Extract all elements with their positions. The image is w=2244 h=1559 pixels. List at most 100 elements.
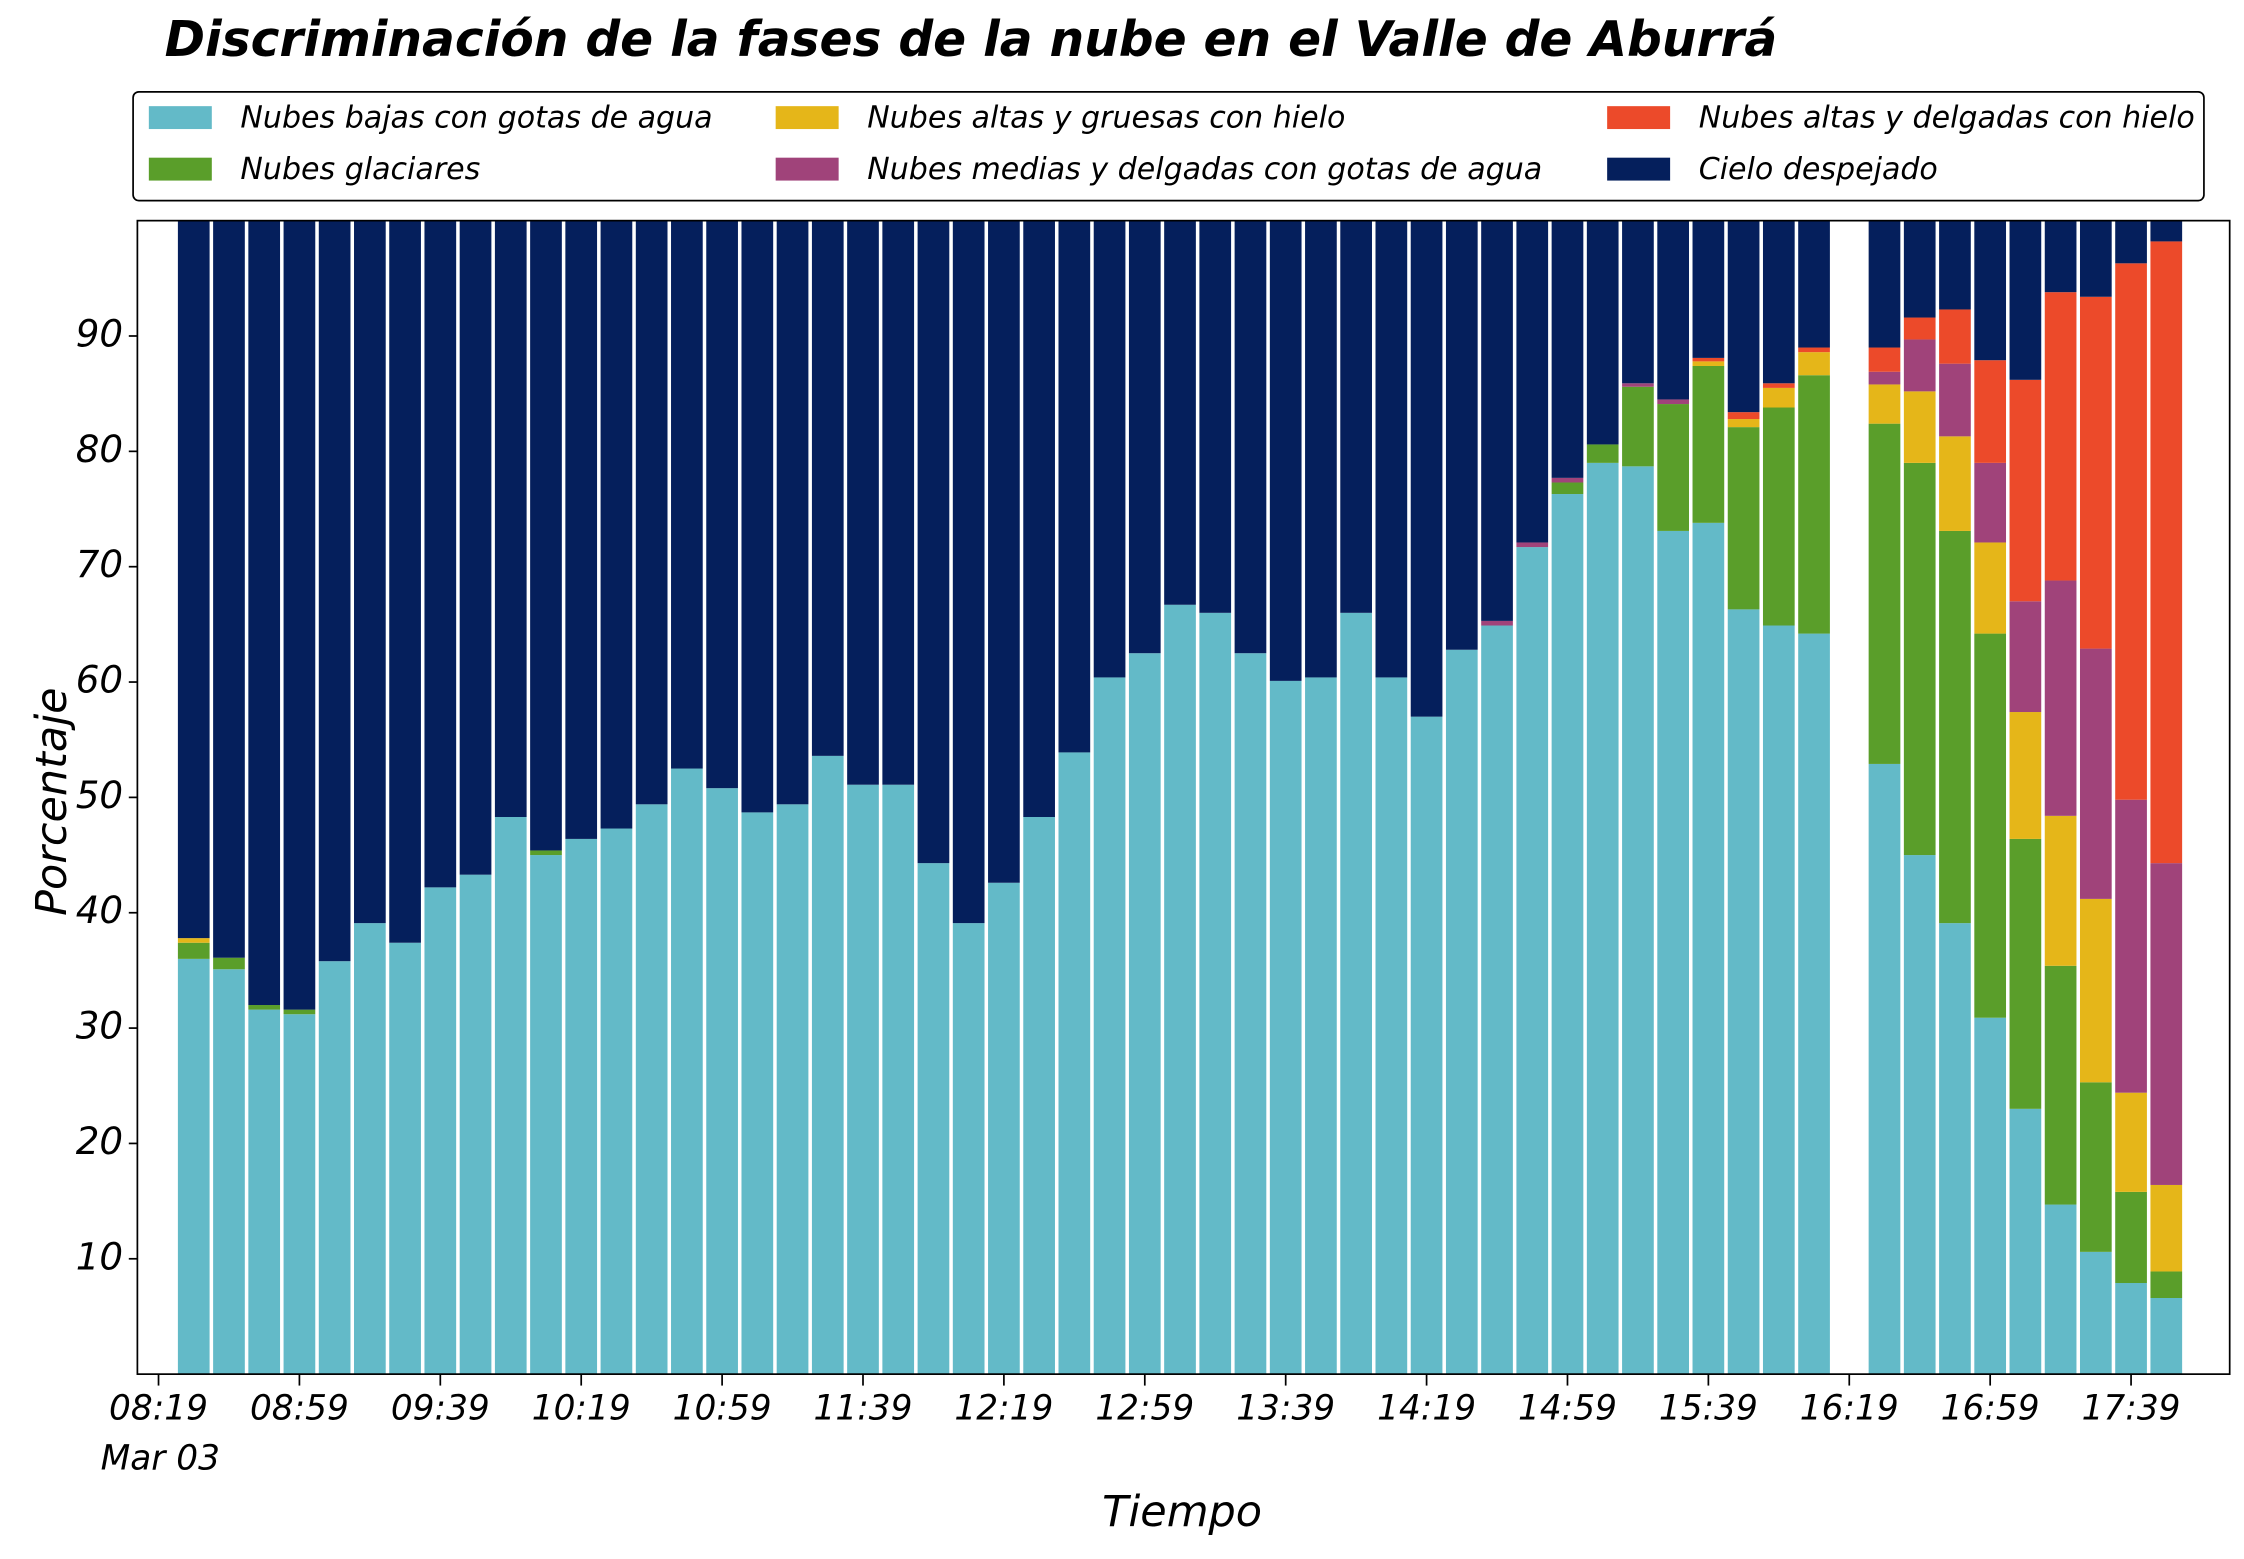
- x-tick-label: 15:39: [1659, 1388, 1758, 1428]
- bar-segment: [2150, 1184, 2183, 1272]
- bar-segment: [952, 923, 985, 1375]
- legend-label: Nubes altas y gruesas con hielo: [867, 101, 1345, 136]
- y-tick-label: 80: [76, 427, 123, 471]
- bar-segment: [1692, 220, 1725, 358]
- bar-segment: [2044, 815, 2077, 966]
- bar-segment: [1939, 309, 1971, 364]
- bar-segment: [1657, 220, 1690, 400]
- bar-segment: [283, 1014, 316, 1375]
- bar-segment: [354, 923, 386, 1375]
- bar-segment: [1375, 677, 1408, 1375]
- bar-segment: [213, 220, 245, 958]
- bar-segment: [1622, 466, 1654, 1375]
- bar-segment: [635, 804, 668, 1375]
- bar-segment: [811, 220, 844, 756]
- bar-segment: [424, 220, 457, 888]
- bar-segment: [1868, 423, 1901, 764]
- legend-label: Nubes altas y delgadas con hielo: [1699, 101, 2195, 136]
- bar-segment: [1939, 530, 1971, 924]
- bar-segment: [988, 882, 1020, 1375]
- legend-box: [132, 90, 2205, 202]
- bar-segment: [177, 958, 210, 1375]
- bar-segment: [1868, 384, 1901, 424]
- bar-segment: [389, 220, 421, 943]
- bar-segment: [1023, 816, 1055, 1375]
- bar-segment: [283, 1009, 316, 1015]
- bar-segment: [2115, 1191, 2147, 1284]
- bar-segment: [459, 220, 492, 875]
- bar-segment: [1762, 220, 1795, 384]
- bar-segment: [600, 220, 633, 829]
- bar-segment: [565, 838, 598, 1375]
- bar-segment: [988, 220, 1020, 883]
- bar-segment: [1586, 220, 1619, 445]
- bar-segment: [213, 969, 245, 1375]
- bar-segment: [1481, 220, 1513, 621]
- bar-segment: [1762, 383, 1795, 388]
- bar-segment: [1868, 347, 1901, 372]
- bar-segment: [2009, 712, 2042, 839]
- bar-segment: [2115, 263, 2147, 800]
- bar-segment: [283, 220, 316, 1010]
- bar-segment: [1939, 363, 1971, 437]
- bar-segment: [1234, 220, 1267, 654]
- x-tick-label: 14:59: [1518, 1388, 1617, 1428]
- bar-segment: [1410, 716, 1443, 1375]
- bar-segment: [1903, 339, 1936, 392]
- bar-segment: [530, 220, 562, 851]
- bar-segment: [847, 220, 879, 785]
- date-label: Mar 03: [101, 1438, 220, 1478]
- bar-segment: [2044, 1204, 2077, 1375]
- legend-swatch: [1607, 106, 1671, 130]
- bar-segment: [1974, 542, 2007, 634]
- bar-segment: [1657, 399, 1690, 405]
- bar-segment: [459, 874, 492, 1375]
- bar-segment: [706, 788, 738, 1375]
- bar-segment: [1586, 462, 1619, 1375]
- bar-segment: [1903, 317, 1936, 340]
- bar-segment: [2044, 580, 2077, 816]
- bar-segment: [741, 220, 774, 813]
- bar-segment: [1058, 220, 1091, 753]
- legend-label: Nubes glaciares: [240, 152, 480, 187]
- bar-segment: [2079, 296, 2112, 649]
- x-tick-label: 08:19: [109, 1388, 208, 1428]
- bar-segment: [1164, 604, 1196, 1375]
- bar-segment: [1058, 752, 1091, 1375]
- bar-segment: [177, 942, 210, 959]
- x-tick-label: 08:59: [250, 1388, 349, 1428]
- chart-title: Discriminación de la fases de la nube en…: [165, 12, 1778, 68]
- bar-segment: [1023, 220, 1055, 817]
- bar-segment: [1903, 391, 1936, 463]
- bar-segment: [1410, 220, 1443, 717]
- bar-segment: [424, 887, 457, 1375]
- y-tick-label: 90: [76, 311, 123, 355]
- bar-segment: [952, 220, 985, 924]
- legend-swatch: [775, 106, 839, 130]
- bar-segment: [1551, 482, 1584, 495]
- bar-segment: [776, 804, 809, 1375]
- bar-segment: [1868, 220, 1901, 348]
- bar-segment: [1939, 923, 1971, 1375]
- bar-segment: [494, 220, 527, 817]
- bar-segment: [1798, 220, 1830, 348]
- bar-segment: [213, 957, 245, 970]
- bar-segment: [1974, 220, 2007, 361]
- y-tick-label: 30: [76, 1004, 123, 1048]
- bar-segment: [1234, 653, 1267, 1375]
- bar-segment: [1798, 347, 1830, 353]
- bar-segment: [741, 812, 774, 1375]
- bar-segment: [565, 220, 598, 839]
- bar-segment: [1481, 625, 1513, 1375]
- bar-segment: [1516, 547, 1549, 1375]
- bar-segment: [2044, 965, 2077, 1205]
- bar-segment: [1727, 220, 1760, 413]
- bar-segment: [2044, 292, 2077, 581]
- bar-segment: [2009, 601, 2042, 713]
- bar-segment: [1305, 677, 1337, 1375]
- bar-segment: [248, 1005, 281, 1010]
- bar-segment: [1445, 220, 1478, 650]
- bar-segment: [917, 220, 950, 864]
- bar-segment: [1798, 352, 1830, 376]
